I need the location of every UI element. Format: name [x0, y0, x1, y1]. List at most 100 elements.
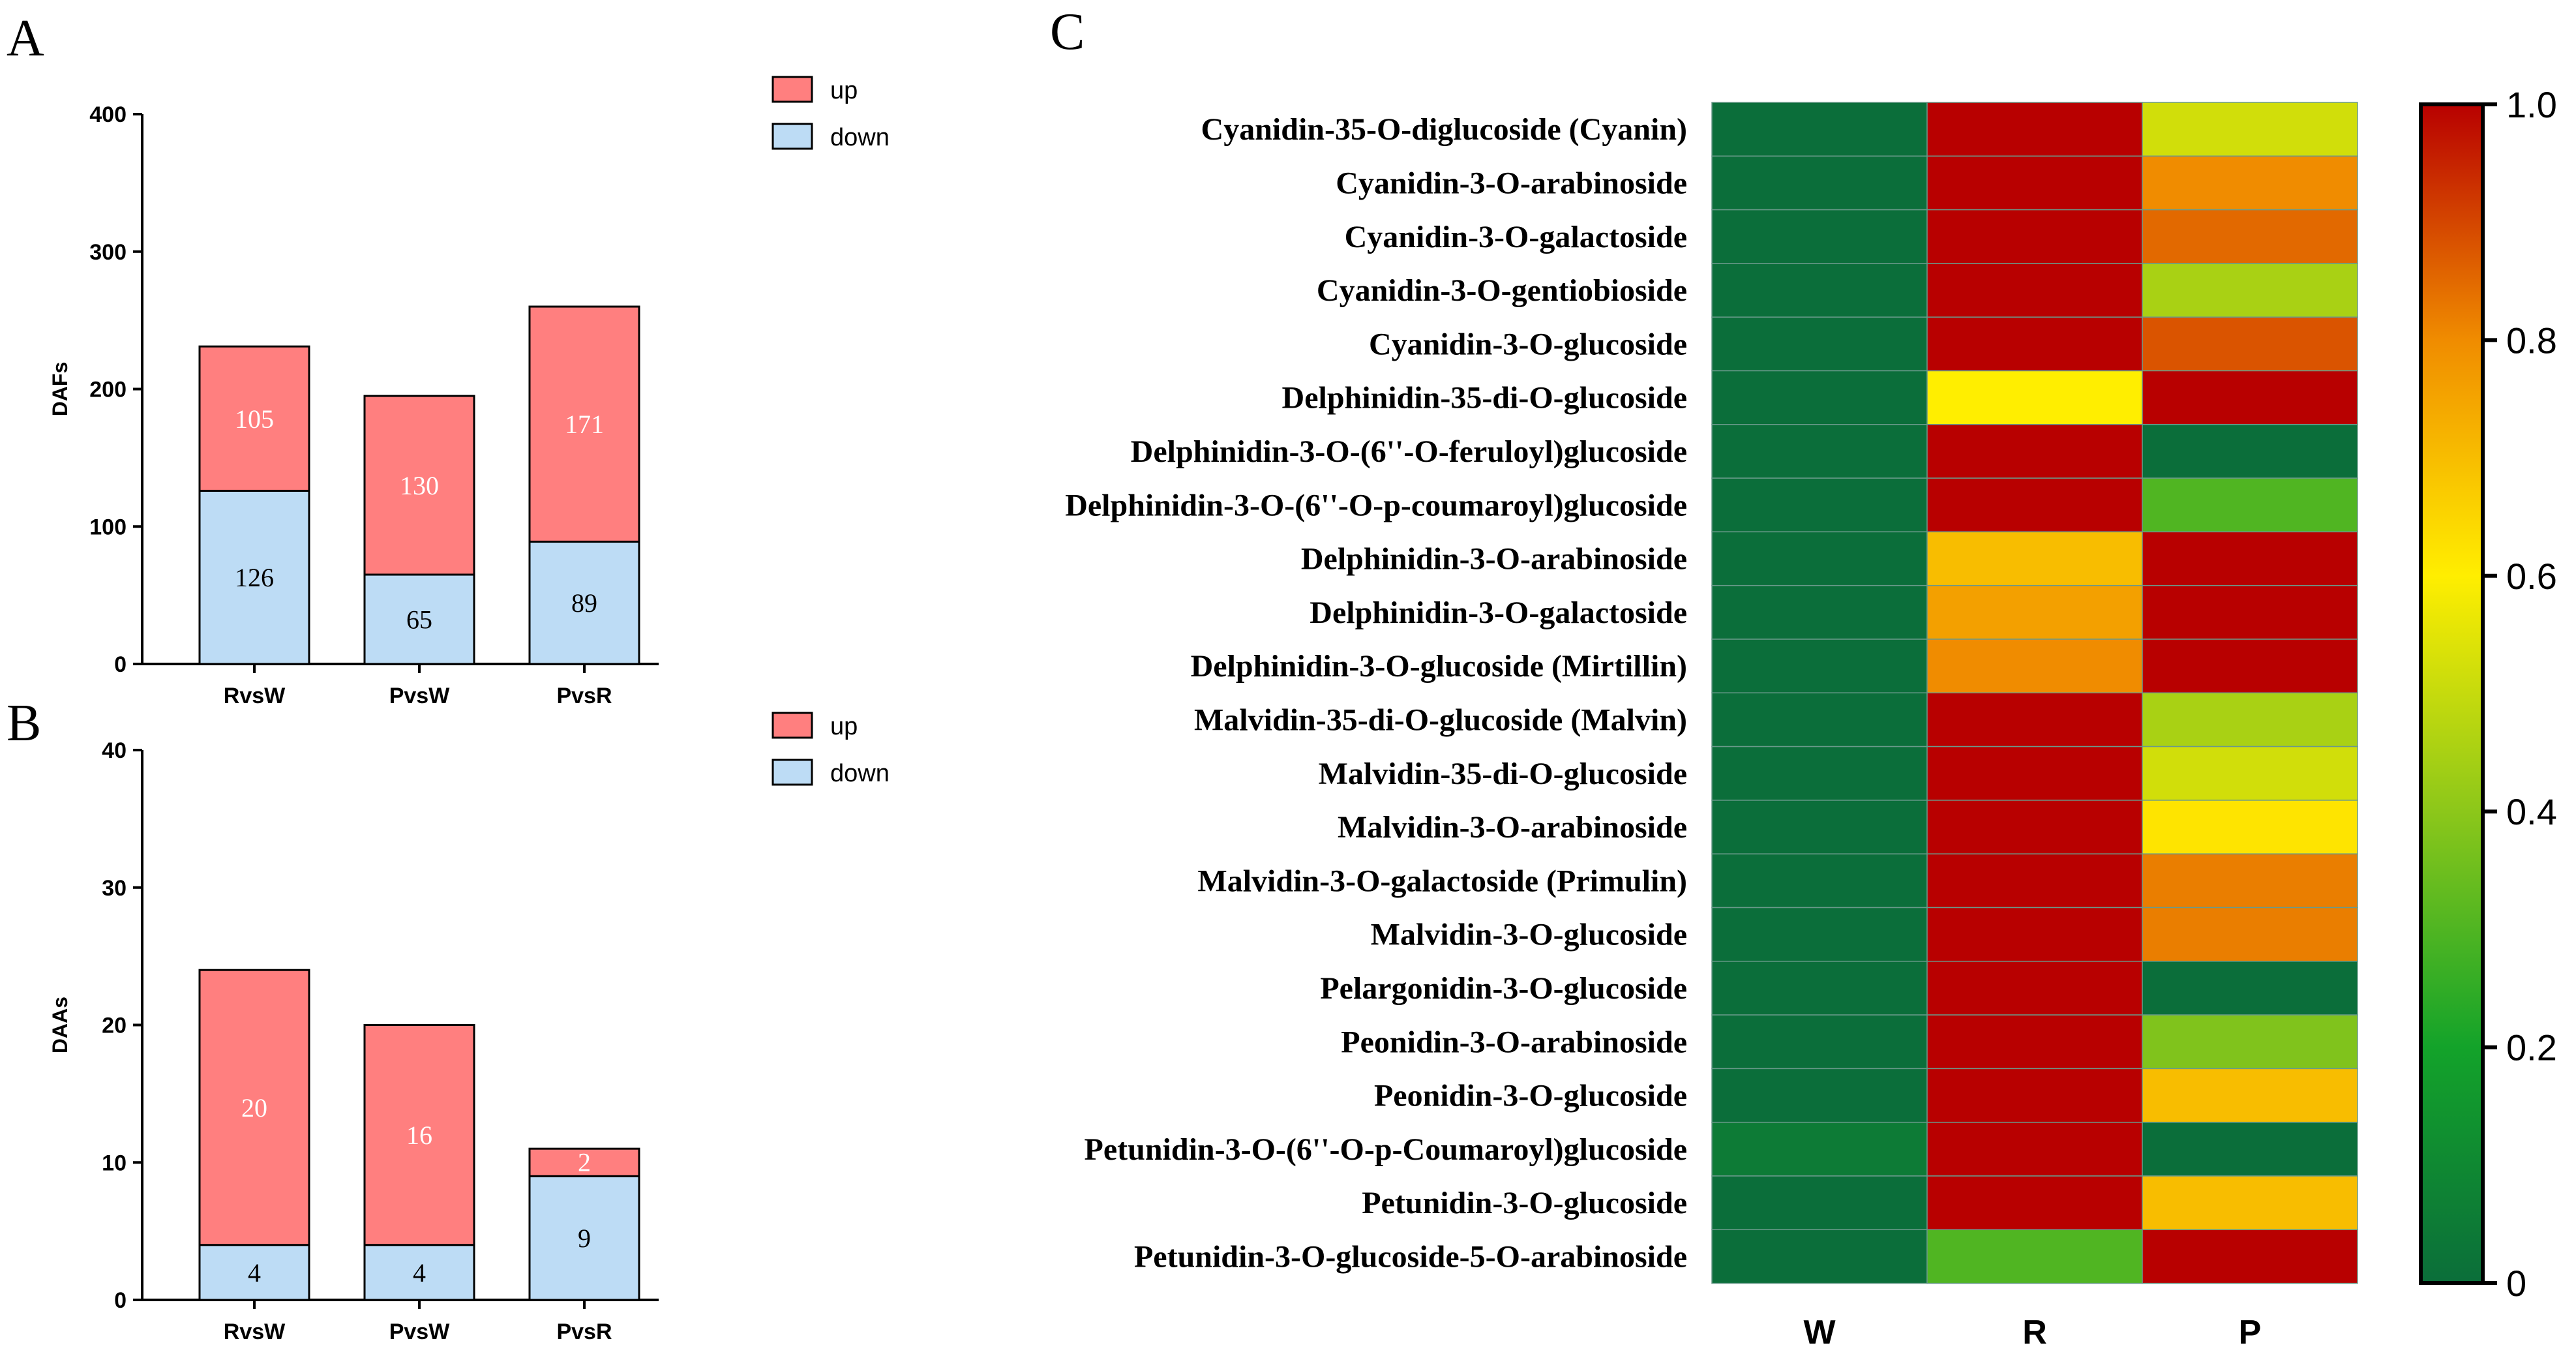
- heatmap-cell: [1711, 584, 1928, 640]
- heatmap-cell: [1711, 800, 1928, 854]
- heatmap-cell: [1711, 907, 1928, 962]
- heatmap-cell: [1711, 1121, 1928, 1177]
- panel-c: C Cyanidin-35-O-diglucoside (Cyanin) Cyan…: [1050, 3, 2557, 1351]
- heatmap-cell: [1926, 102, 2143, 157]
- heatmap-cell: [2142, 692, 2358, 747]
- legend-label-up: up: [830, 713, 858, 740]
- heatmap-cell: [2142, 800, 2358, 854]
- heatmap-cell: [2142, 1014, 2358, 1070]
- bar-value-label: 2: [578, 1147, 591, 1177]
- heatmap-cell: [1926, 746, 2143, 801]
- heatmap-cell: [1926, 1014, 2143, 1070]
- heatmap-cell: [1926, 853, 2143, 909]
- heatmap-cell: [1711, 477, 1928, 533]
- heatmap-row-label: Cyanidin-35-O-diglucoside (Cyanin): [1201, 112, 1687, 147]
- bar-value-label: 4: [248, 1258, 261, 1288]
- heatmap-cell: [1711, 746, 1928, 801]
- bar-value-label: 105: [235, 404, 274, 434]
- heatmap-cell: [1711, 424, 1928, 479]
- heatmap-cell: [1926, 584, 2143, 640]
- heatmap-cell: [1926, 692, 2143, 747]
- heatmap-col-label: W: [1803, 1314, 1836, 1351]
- legend-label-down: down: [830, 760, 890, 787]
- heatmap-cell: [1711, 1229, 1928, 1284]
- bar-down-PvsW: [363, 573, 475, 665]
- x-tick-label: PvsR: [556, 1319, 612, 1344]
- panel-a: A 0 100 200 300 400 DAFs 126 105 RvsW 65 130 PvsW 89…: [7, 10, 890, 708]
- heatmap-cell: [1926, 155, 2143, 211]
- bar-up-RvsW: [198, 969, 310, 1246]
- colorbar-tick-label: 1.0: [2506, 84, 2557, 125]
- legend-swatch-up: [771, 76, 813, 103]
- x-tick-label: RvsW: [224, 684, 286, 708]
- heatmap-cell: [1711, 1175, 1928, 1231]
- heatmap-row-label: Malvidin-3-O-arabinoside: [1338, 810, 1687, 845]
- x-tick-label: RvsW: [224, 1319, 286, 1344]
- heatmap-cell: [1926, 1121, 2143, 1177]
- heatmap-cell: [1711, 155, 1928, 211]
- panel-c-letter: C: [1050, 3, 1085, 61]
- heatmap-cell: [1926, 531, 2143, 586]
- heatmap-cell: [1711, 316, 1928, 372]
- heatmap-cell: [2142, 102, 2358, 157]
- heatmap-cell: [2142, 316, 2358, 372]
- bar-down-PvsR: [528, 1175, 640, 1301]
- colorbar-tick-label: 0.6: [2506, 556, 2557, 597]
- heatmap-cell: [1711, 1014, 1928, 1070]
- heatmap-cell: [2142, 639, 2358, 694]
- heatmap-cell: [2142, 531, 2358, 586]
- colorbar-tick-label: 0.2: [2506, 1027, 2557, 1068]
- bar-value-label: 126: [235, 563, 274, 592]
- y-tick-label: 10: [102, 1151, 127, 1175]
- x-tick-label: PvsR: [556, 684, 612, 708]
- heatmap-cell: [1926, 800, 2143, 854]
- heatmap-row-label: Petunidin-3-O-glucoside: [1362, 1186, 1687, 1220]
- colorbar-tick-label: 0.8: [2506, 320, 2557, 361]
- legend-label-down: down: [830, 124, 890, 151]
- panel-b-letter: B: [7, 695, 41, 752]
- y-tick-label: 400: [89, 102, 127, 127]
- heatmap-cell: [1926, 1068, 2143, 1123]
- y-tick-label: 40: [102, 738, 127, 763]
- heatmap-cell: [1926, 477, 2143, 533]
- heatmap-cell: [2142, 477, 2358, 533]
- bar-up-RvsW: [198, 345, 310, 492]
- legend-swatch-down: [771, 123, 813, 150]
- bar-value-label: 4: [413, 1258, 426, 1288]
- heatmap-cell: [1926, 424, 2143, 479]
- heatmap-cell: [2142, 746, 2358, 801]
- colorbar-tick-label: 0: [2506, 1263, 2526, 1304]
- heatmap-cell: [1926, 639, 2143, 694]
- heatmap-cell: [1711, 209, 1928, 264]
- heatmap-cell: [2142, 584, 2358, 640]
- heatmap-cell: [1711, 263, 1928, 318]
- heatmap-cell: [2142, 1229, 2358, 1284]
- x-tick-label: PvsW: [389, 1319, 450, 1344]
- heatmap-col-label: R: [2022, 1314, 2047, 1351]
- y-tick-label: 0: [114, 1288, 127, 1313]
- heatmap-cell: [2142, 209, 2358, 264]
- y-tick-label: 20: [102, 1014, 127, 1038]
- bar-up-PvsW: [363, 1024, 475, 1246]
- bar-down-PvsW: [363, 1244, 475, 1301]
- heatmap-row-label: Malvidin-35-di-O-glucoside: [1319, 757, 1687, 791]
- heatmap-cell: [2142, 853, 2358, 909]
- bar-up-PvsR: [528, 305, 640, 543]
- legend-swatch-up: [771, 712, 813, 739]
- heatmap-cell: [1926, 1229, 2143, 1284]
- heatmap-cell: [1711, 370, 1928, 425]
- heatmap-row-label: Peonidin-3-O-glucoside: [1374, 1079, 1687, 1113]
- heatmap-cell: [1711, 531, 1928, 586]
- heatmap-row-label: Petunidin-3-O-(6''-O-p-Coumaroyl)glucosi…: [1085, 1132, 1687, 1167]
- heatmap-cell: [1926, 316, 2143, 372]
- heatmap-cell: [1926, 1175, 2143, 1231]
- bar-up-PvsR: [528, 1147, 640, 1177]
- heatmap-cell: [2142, 1175, 2358, 1231]
- bar-value-label: 16: [406, 1121, 432, 1150]
- heatmap-row-label: Delphinidin-3-O-(6''-O-p-coumaroyl)gluco…: [1065, 488, 1687, 522]
- heatmap-row-label: Delphinidin-3-O-galactoside: [1310, 595, 1687, 630]
- heatmap-row-label: Cyanidin-3-O-gentiobioside: [1317, 273, 1687, 308]
- heatmap-cell: [1711, 692, 1928, 747]
- panel-b: B 0 10 20 30 40 DAAs 4 20 RvsW 4 16 PvsW 9 2 PvsR up dow…: [7, 695, 890, 1344]
